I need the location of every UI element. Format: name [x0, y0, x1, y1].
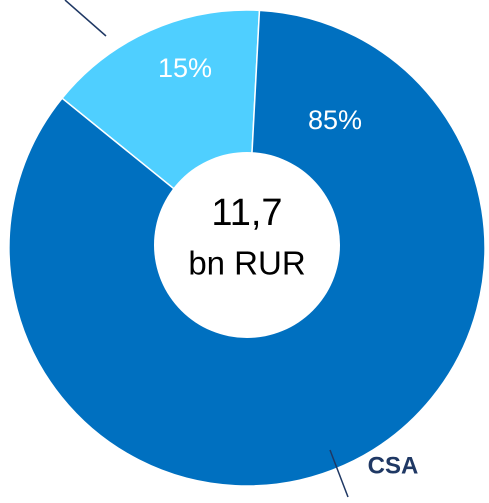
leader-line	[64, 0, 107, 37]
category-label: CSA	[368, 452, 419, 479]
center-unit: bn RUR	[188, 245, 305, 282]
value-label: 15%	[158, 53, 212, 83]
center-value: 11,7	[211, 192, 282, 234]
value-label: 85%	[308, 105, 362, 135]
donut-hole	[154, 152, 340, 338]
leader-line	[329, 449, 349, 498]
